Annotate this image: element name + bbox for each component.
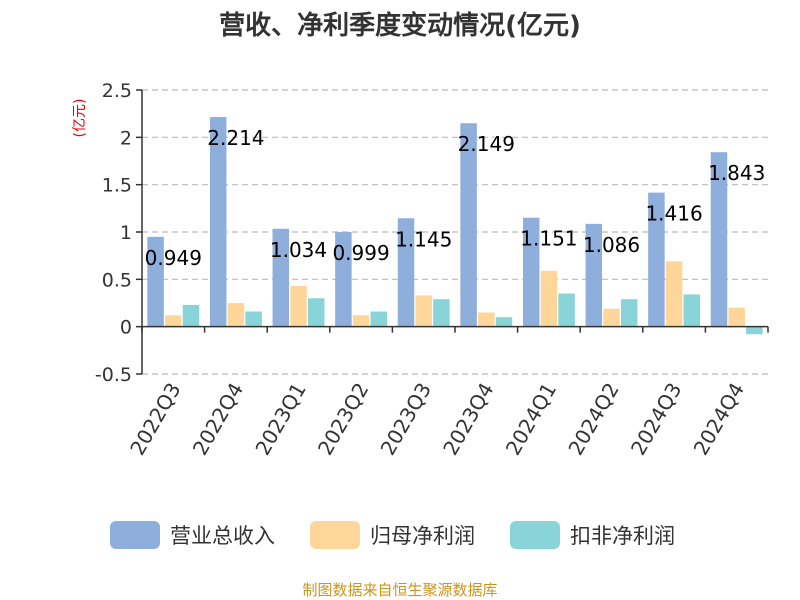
bar-1-2023Q2	[352, 315, 370, 327]
y-axis-unit-label: (亿元)	[72, 99, 88, 138]
x-tick-label-2022Q3: 2022Q3	[125, 379, 185, 460]
legend-label-0: 营业总收入	[170, 524, 275, 548]
y-tick-label: -0.5	[95, 364, 132, 386]
legend-label-2: 扣非净利润	[570, 524, 675, 548]
bar-1-2024Q1	[540, 270, 558, 327]
data-label-2023Q4: 2.149	[458, 132, 515, 156]
bar-2-2023Q2	[370, 311, 388, 327]
chart-title: 营收、净利季度变动情况(亿元)	[219, 10, 581, 41]
x-tick-label-2023Q3: 2023Q3	[376, 379, 436, 460]
legend-swatch-1	[310, 521, 360, 549]
data-label-2022Q3: 0.949	[145, 246, 202, 270]
bar-1-2023Q1	[290, 285, 307, 327]
bar-2-2023Q3	[433, 299, 450, 327]
x-tick-label-2024Q1: 2024Q1	[501, 379, 561, 460]
data-label-2023Q2: 0.999	[332, 241, 389, 265]
source-note: 制图数据来自恒生聚源数据库	[302, 581, 497, 599]
bar-0-2024Q1	[522, 217, 540, 327]
data-label-2023Q3: 1.145	[395, 227, 452, 251]
data-label-2024Q3: 1.416	[645, 202, 702, 226]
bar-2-2022Q4	[245, 311, 262, 327]
bar-1-2024Q2	[603, 308, 620, 327]
bar-1-2022Q3	[165, 315, 182, 327]
y-axis-ticks: 2.5 2 1.5 1 0.5 0 -0.5	[95, 80, 142, 386]
bar-2-2024Q4	[746, 326, 763, 335]
data-label-2022Q4: 2.214	[207, 126, 264, 150]
data-label-2024Q2: 1.086	[583, 233, 640, 257]
x-tick-label-2024Q4: 2024Q4	[689, 379, 749, 460]
bar-2-2023Q1	[307, 298, 325, 327]
bar-0-2023Q3	[397, 218, 415, 327]
bar-0-2022Q3	[147, 236, 164, 327]
bar-2-2022Q3	[182, 304, 200, 327]
bar-1-2024Q4	[728, 307, 745, 327]
y-tick-label: 2	[120, 127, 132, 149]
bar-0-2023Q1	[272, 228, 290, 327]
bars	[147, 117, 763, 335]
bar-0-2024Q4	[710, 152, 728, 327]
bar-1-2023Q4	[478, 312, 495, 327]
bar-0-2024Q3	[648, 192, 665, 327]
y-tick-label: 0.5	[102, 269, 132, 291]
x-tick-label-2023Q1: 2023Q1	[250, 379, 310, 460]
bar-2-2023Q4	[495, 317, 513, 327]
x-tick-label-2022Q4: 2022Q4	[188, 379, 248, 460]
y-tick-label: 1	[120, 222, 132, 244]
bar-2-2024Q2	[620, 299, 638, 327]
bar-1-2024Q3	[665, 261, 683, 327]
x-tick-label-2024Q2: 2024Q2	[563, 379, 623, 460]
y-tick-label: 0	[120, 317, 132, 339]
x-tick-label-2023Q4: 2023Q4	[438, 379, 498, 460]
legend-swatch-2	[510, 521, 560, 549]
data-label-2024Q1: 1.151	[520, 227, 577, 251]
y-tick-label: 1.5	[102, 175, 132, 197]
bar-0-2023Q4	[460, 123, 477, 327]
x-axis-ticks: 2022Q3 2022Q4 2023Q1 2023Q2 2023Q3 2023Q4 2024…	[125, 326, 769, 460]
legend-swatch-0	[110, 521, 160, 549]
bar-0-2024Q2	[585, 223, 603, 327]
x-tick-label-2024Q3: 2024Q3	[626, 379, 686, 460]
bar-0-2023Q2	[335, 232, 352, 327]
bar-0-2022Q4	[209, 117, 227, 327]
bar-2-2024Q1	[558, 293, 575, 327]
data-label-2024Q4: 1.843	[708, 161, 765, 185]
y-tick-label: 2.5	[102, 80, 132, 102]
x-tick-label-2023Q2: 2023Q2	[313, 379, 373, 460]
grid-lines	[142, 89, 768, 375]
bar-1-2022Q4	[227, 303, 245, 327]
bar-1-2023Q3	[415, 295, 432, 327]
data-label-2023Q1: 1.034	[270, 238, 327, 262]
bar-2-2024Q3	[683, 294, 701, 327]
legend: 营业总收入 归母净利润 扣非净利润	[110, 521, 675, 549]
legend-label-1: 归母净利润	[370, 524, 475, 548]
